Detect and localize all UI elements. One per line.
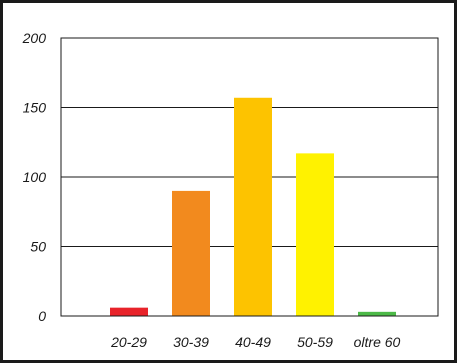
x-tick-label: 20-29 xyxy=(110,334,147,350)
bar xyxy=(172,190,210,316)
bar xyxy=(358,311,396,316)
x-axis-ticks: 20-29 30-39 40-49 50-59 oltre 60 xyxy=(110,334,400,350)
x-tick-label: oltre 60 xyxy=(354,334,401,350)
x-tick-label: 30-39 xyxy=(173,334,209,350)
bar xyxy=(234,97,272,317)
bar xyxy=(296,153,334,316)
bars xyxy=(110,97,396,317)
y-tick-label: 200 xyxy=(22,30,47,46)
x-tick-label: 50-59 xyxy=(297,334,333,350)
plot-area-border xyxy=(60,37,439,317)
y-tick-label: 0 xyxy=(38,308,46,324)
bar-chart: 0 50 100 150 200 20-29 30-39 40-49 50-59 oltre 6… xyxy=(22,30,439,350)
y-tick-label: 50 xyxy=(30,239,46,255)
bar xyxy=(110,307,148,316)
y-axis-ticks: 0 50 100 150 200 xyxy=(22,30,47,324)
y-tick-label: 100 xyxy=(23,169,47,185)
y-tick-label: 150 xyxy=(23,100,47,116)
x-tick-label: 40-49 xyxy=(235,334,271,350)
